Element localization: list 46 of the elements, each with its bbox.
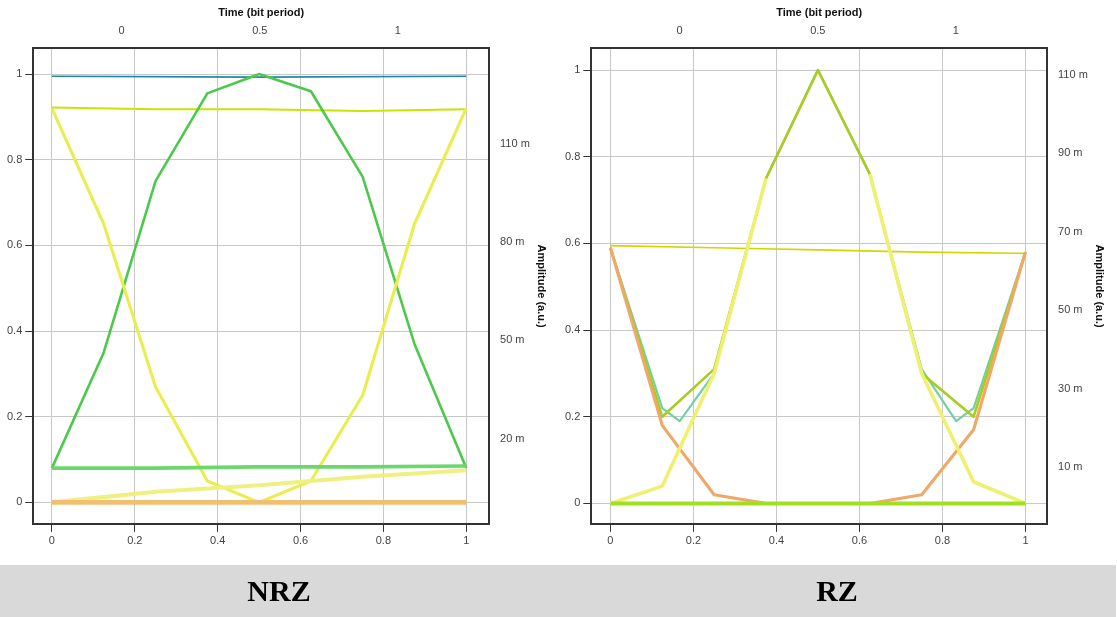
y2-tick-label: 110 m	[500, 136, 530, 149]
y2-tick-label: 50 m	[1058, 303, 1083, 316]
x-tick-label: 0.8	[375, 534, 392, 547]
x2-tick-label: 1	[394, 23, 401, 36]
y-tick-label: 0.8	[564, 149, 581, 162]
x2-axis-title: Time (bit period)	[776, 5, 863, 18]
x-tick-label: 0.8	[934, 534, 951, 547]
text: RZ	[558, 565, 1116, 617]
y-tick-label: 0.2	[6, 409, 23, 422]
x2-tick-label: 0	[676, 23, 683, 36]
x-tick-label: 0.2	[127, 534, 143, 547]
x-tick-label: 0.2	[685, 534, 702, 547]
y-tick-label: 0.4	[564, 323, 581, 336]
x2-tick-label: 0.5	[810, 23, 826, 36]
y-tick-label: 1	[16, 67, 23, 80]
x2-tick-label: 0	[118, 23, 125, 36]
y2-tick-label: 20 m	[500, 431, 525, 444]
x-tick-label: 0.6	[851, 534, 868, 547]
x2-tick-label: 1	[952, 23, 959, 36]
x-tick-label: 0	[607, 534, 614, 547]
y2-tick-label: 30 m	[1058, 381, 1083, 394]
y-tick-label: 0.2	[564, 409, 581, 422]
x-tick-label: 0	[48, 534, 55, 547]
x-tick-label: 0.4	[768, 534, 785, 547]
y2-tick-label: 110 m	[1058, 68, 1088, 81]
y-tick-label: 0	[574, 496, 581, 509]
y2-axis-title: Amplitude (a.u.)	[1094, 244, 1107, 328]
x2-tick-label: 0.5	[252, 23, 268, 36]
y2-tick-label: 70 m	[1058, 224, 1083, 237]
y-tick-label: 0.6	[6, 238, 23, 251]
y2-tick-label: 80 m	[500, 234, 525, 247]
y-tick-label: 0	[16, 495, 23, 508]
y-tick-label: 0.6	[564, 236, 581, 249]
x-tick-label: 1	[1022, 534, 1029, 547]
x-tick-label: 0.6	[292, 534, 309, 547]
y-tick-label: 0.8	[6, 152, 23, 165]
x-tick-label: 0.4	[210, 534, 226, 547]
y2-tick-label: 50 m	[500, 333, 525, 346]
y2-tick-label: 90 m	[1058, 146, 1083, 159]
text: NRZ	[0, 565, 558, 617]
y2-tick-label: 10 m	[1058, 460, 1083, 472]
y-tick-label: 0.4	[6, 324, 23, 337]
y2-axis-title: Amplitude (a.u.)	[536, 244, 549, 328]
x-tick-label: 1	[463, 534, 470, 547]
y-tick-label: 1	[574, 63, 581, 76]
x2-axis-title: Time (bit period)	[218, 5, 305, 18]
